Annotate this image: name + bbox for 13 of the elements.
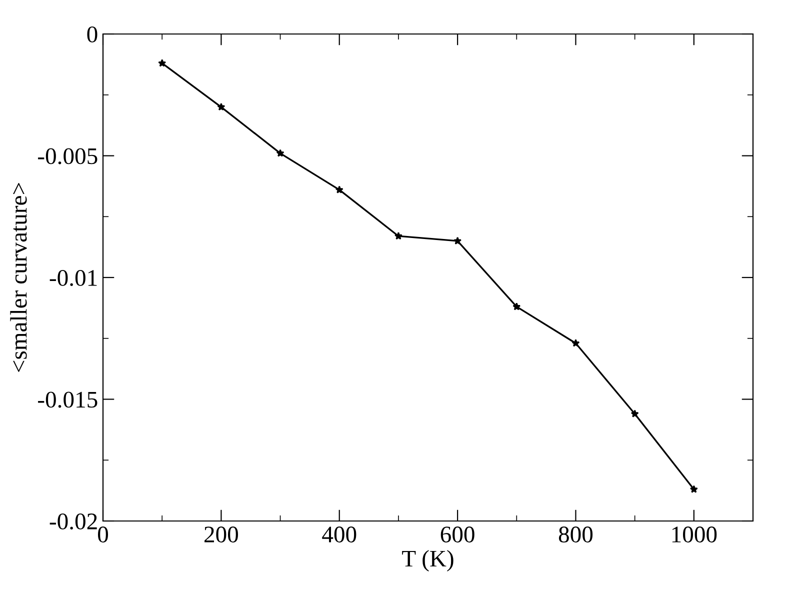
- x-axis-title: T (K): [402, 550, 454, 572]
- x-tick-label: 600: [440, 526, 474, 542]
- x-tick-label: 400: [322, 526, 356, 542]
- y-tick-label: -0.01: [50, 270, 97, 286]
- x-tick-label: 1000: [672, 526, 717, 542]
- x-tick-label: 0: [98, 526, 108, 542]
- y-tick-label: -0.02: [50, 513, 97, 530]
- y-tick-label: -0.015: [38, 392, 98, 408]
- y-tick-label: 0: [87, 26, 98, 42]
- y-axis-title: <smaller curvature>: [10, 183, 27, 372]
- x-tick-label: 200: [204, 526, 238, 542]
- x-tick-label: 800: [558, 526, 593, 542]
- y-tick-label: -0.005: [38, 148, 98, 164]
